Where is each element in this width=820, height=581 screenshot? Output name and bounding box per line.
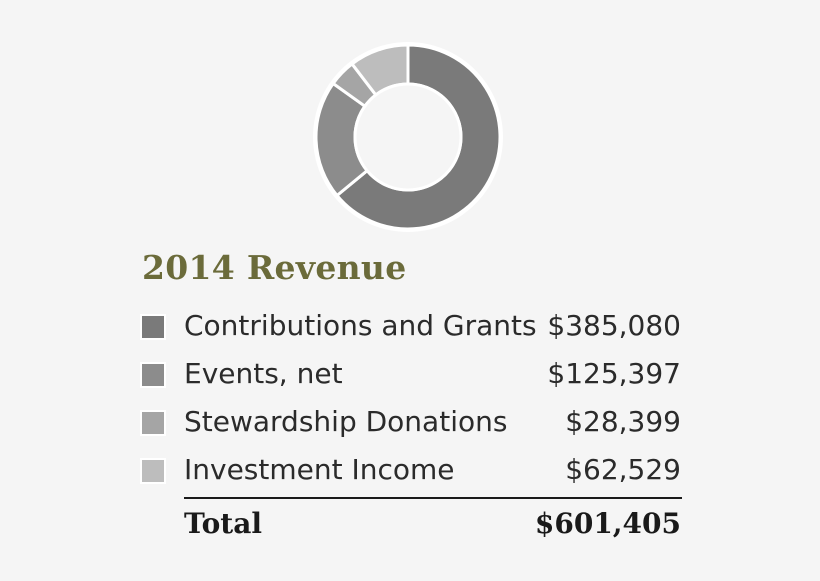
chart-title: 2014 Revenue [142, 248, 407, 287]
legend-item: Contributions and Grants $385,080 [0, 310, 820, 350]
donut-hole [353, 82, 463, 192]
legend-value: $28,399 [565, 405, 681, 438]
legend-label: Events, net [184, 357, 343, 390]
legend-item: Stewardship Donations $28,399 [0, 406, 820, 446]
legend-label: Stewardship Donations [184, 405, 508, 438]
legend-swatch [140, 362, 166, 388]
total-value: $601,405 [534, 507, 681, 540]
legend-label: Contributions and Grants [184, 309, 537, 342]
legend-label: Investment Income [184, 453, 455, 486]
legend-item: Events, net $125,397 [0, 358, 820, 398]
legend-swatch [140, 458, 166, 484]
legend-item: Investment Income $62,529 [0, 454, 820, 494]
legend-value: $385,080 [547, 309, 681, 342]
legend-swatch [140, 410, 166, 436]
legend-value: $62,529 [565, 453, 681, 486]
legend-value: $125,397 [547, 357, 681, 390]
legend-swatch [140, 314, 166, 340]
total-label: Total [184, 507, 263, 540]
total-divider [184, 497, 682, 499]
